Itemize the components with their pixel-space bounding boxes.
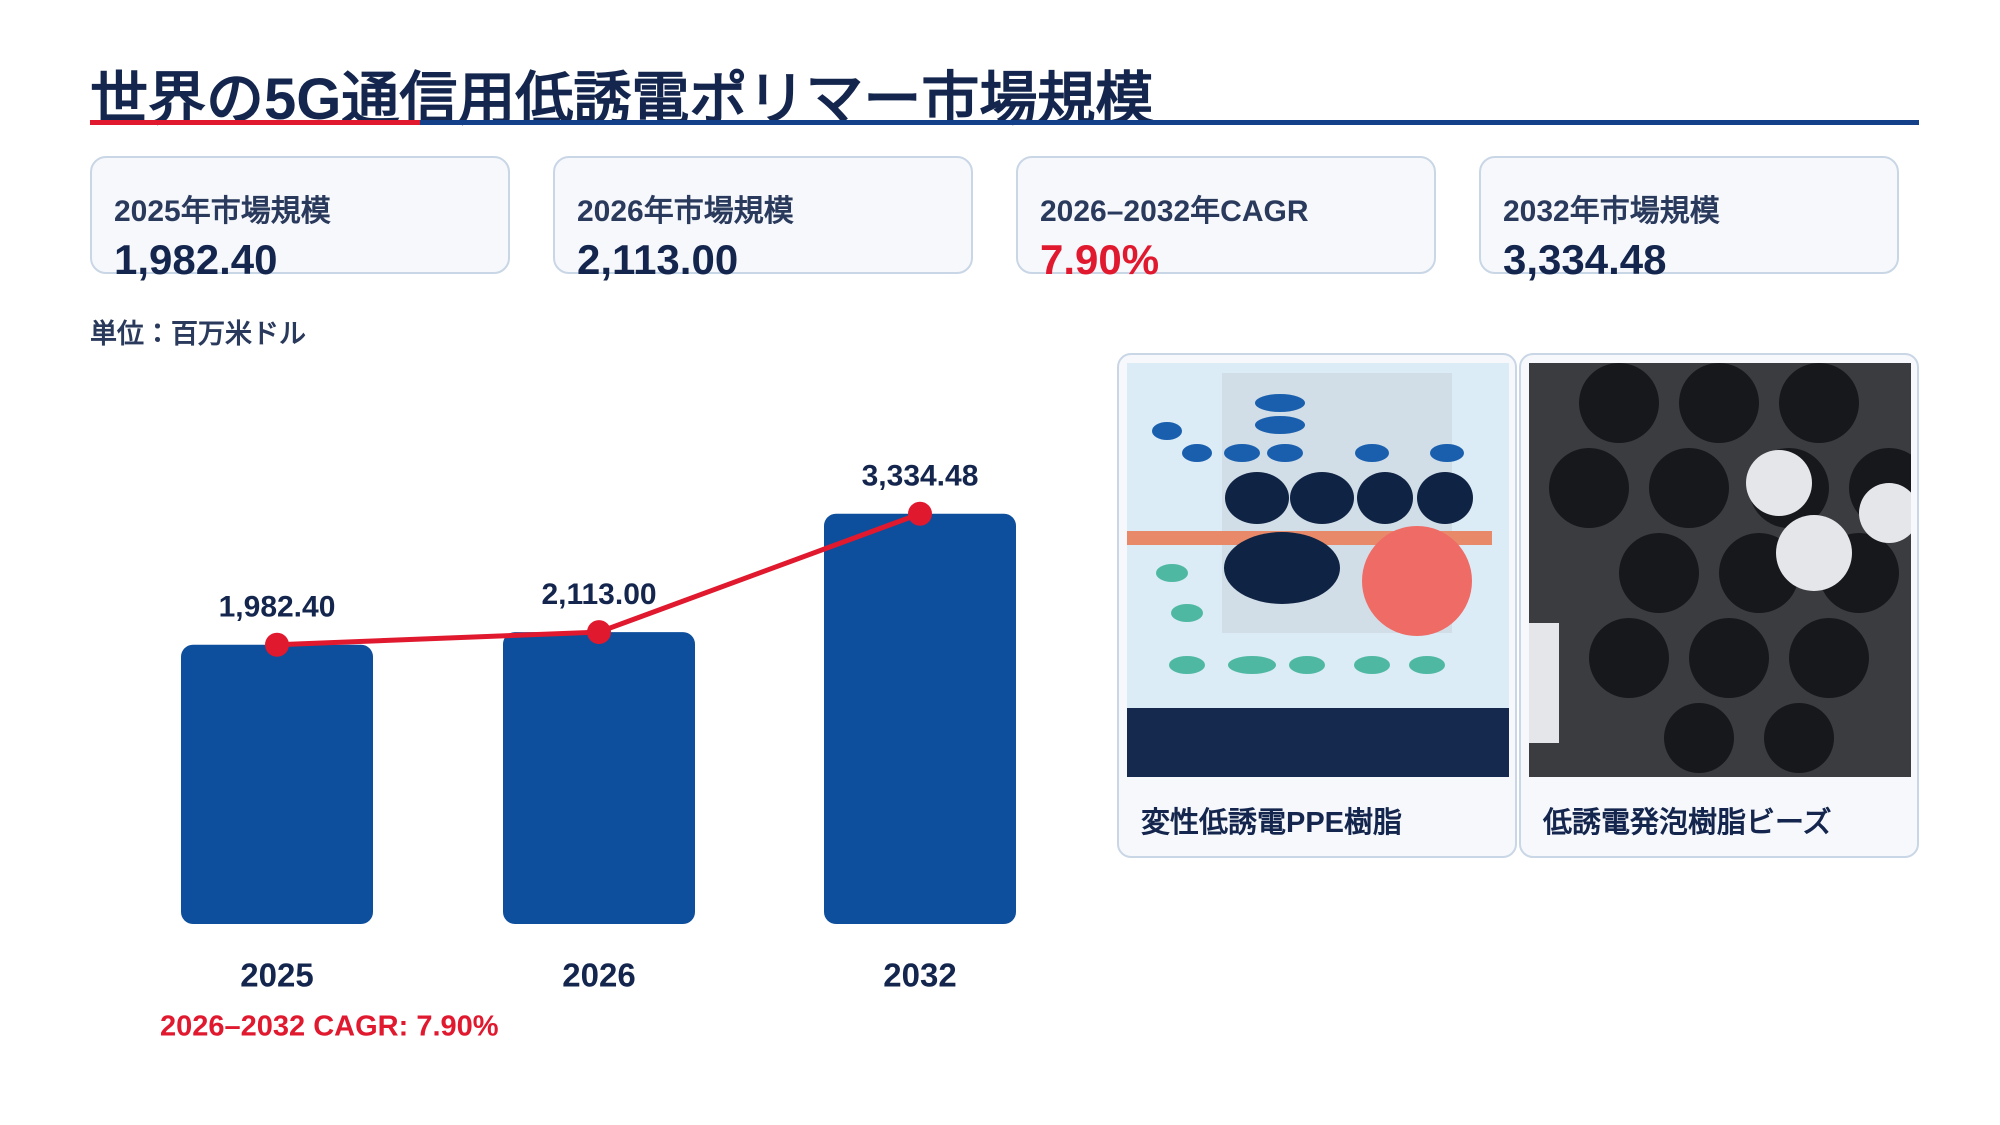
line-point (908, 501, 932, 526)
kpi-card: 2026年市場規模 2,113.00 (553, 156, 973, 283)
kpi-value: 3,334.48 (1503, 236, 1667, 283)
image-card: 変性低誘電PPE樹脂 (1117, 353, 1517, 858)
unit-label: 単位：百万米ドル (90, 319, 306, 349)
value-label: 3,334.48 (862, 460, 979, 493)
image-ppe-diagram (1127, 363, 1509, 777)
value-label: 2,113.00 (541, 578, 656, 611)
title-rule-accent (90, 120, 420, 125)
image-card: 低誘電発泡樹脂ビーズ (1519, 353, 1919, 858)
image-caption: 変性低誘電PPE樹脂 (1141, 807, 1403, 839)
bar (824, 513, 1016, 924)
line-point (265, 632, 289, 657)
value-label: 1,982.40 (219, 591, 336, 624)
x-tick-label: 2025 (240, 957, 313, 994)
title-rule (90, 120, 1919, 125)
line-point (587, 620, 611, 645)
image-foam-beads (1529, 363, 1911, 777)
kpi-value: 7.90% (1040, 236, 1160, 283)
kpi-card: 2025年市場規模 1,982.40 (90, 156, 510, 283)
image-caption: 低誘電発泡樹脂ビーズ (1543, 807, 1832, 839)
kpi-label: 2026年市場規模 (577, 195, 794, 228)
kpi-card: 2026–2032年CAGR 7.90% (1016, 156, 1436, 283)
kpi-card: 2032年市場規模 3,334.48 (1479, 156, 1899, 283)
kpi-label: 2026–2032年CAGR (1040, 195, 1309, 228)
kpi-label: 2032年市場規模 (1503, 195, 1720, 228)
bar (503, 632, 695, 924)
bar (181, 644, 373, 924)
annotation: 2026–2032 CAGR: 7.90% (160, 1011, 499, 1043)
x-tick-label: 2032 (883, 957, 956, 994)
kpi-label: 2025年市場規模 (114, 195, 331, 228)
x-tick-label: 2026 (562, 957, 635, 994)
kpi-value: 1,982.40 (114, 236, 278, 283)
kpi-value: 2,113.00 (577, 236, 739, 283)
